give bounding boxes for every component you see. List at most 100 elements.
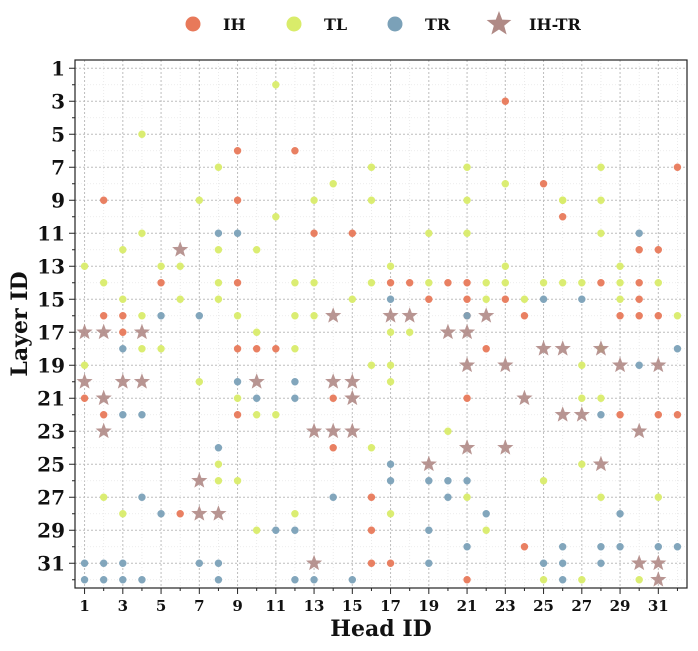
point-tl [463, 196, 471, 204]
point-tr [138, 576, 146, 584]
point-tl [272, 81, 280, 89]
point-ih [654, 246, 663, 254]
point-tr [673, 543, 682, 551]
y-tick-label: 5 [51, 122, 65, 146]
point-tr [119, 411, 127, 419]
point-ih-tr [401, 307, 418, 323]
point-tr [558, 576, 567, 584]
point-tl [233, 477, 242, 485]
point-tr [138, 411, 146, 419]
point-tr [329, 493, 337, 501]
point-ih [635, 279, 643, 287]
point-ih [99, 411, 108, 419]
point-tr [539, 559, 548, 567]
y-tick-label: 27 [37, 485, 65, 509]
point-tl [138, 229, 146, 237]
y-tick-label: 23 [37, 419, 65, 443]
point-tr [425, 477, 433, 485]
point-tl [597, 196, 605, 204]
point-tl [310, 312, 318, 320]
point-ih-tr [592, 340, 610, 356]
point-tl [367, 279, 376, 287]
point-tl [482, 279, 490, 287]
point-tr [214, 576, 223, 584]
point-tl [80, 361, 89, 369]
point-tl [291, 312, 299, 320]
plot-area [75, 60, 687, 588]
point-ih [157, 279, 165, 287]
point-tr [444, 493, 452, 501]
point-ih [367, 493, 376, 501]
point-ih-tr [133, 323, 151, 340]
point-ih-tr [210, 505, 227, 521]
point-tl [597, 394, 605, 402]
point-tr [539, 295, 548, 303]
legend-marker-tr [387, 16, 403, 32]
point-tl [272, 411, 280, 419]
x-tick-label: 27 [571, 597, 592, 615]
point-tl [80, 262, 89, 270]
point-tl [463, 163, 471, 171]
point-ih [119, 312, 127, 320]
point-tr [425, 526, 433, 534]
point-tr [386, 477, 395, 485]
y-tick-label: 25 [37, 452, 65, 476]
point-ih [635, 246, 643, 254]
y-tick-label: 9 [51, 188, 65, 212]
point-tl [138, 345, 146, 353]
point-tl [214, 163, 223, 171]
point-tl [463, 229, 471, 237]
point-ih [233, 411, 242, 419]
point-ih [482, 345, 490, 353]
point-tl [119, 295, 127, 303]
point-tr [482, 510, 490, 518]
point-ih-tr [95, 389, 112, 406]
point-ih-tr [458, 439, 476, 455]
point-tl [291, 279, 299, 287]
point-tl [252, 526, 261, 534]
point-ih [539, 180, 548, 188]
point-tl [386, 378, 395, 386]
point-ih [444, 279, 452, 287]
point-tr [233, 378, 242, 386]
legend-label-tl: TL [324, 15, 347, 34]
point-tl [463, 493, 471, 501]
point-tl [138, 130, 146, 138]
point-ih [233, 196, 242, 204]
point-ih-tr [554, 406, 571, 422]
point-ih [654, 312, 663, 320]
point-tl [597, 493, 605, 501]
point-tl [367, 196, 376, 204]
point-ih-tr [611, 356, 629, 373]
y-tick-label: 15 [37, 287, 65, 311]
y-tick-label: 13 [37, 254, 65, 278]
point-tr [195, 559, 204, 567]
point-tl [176, 262, 184, 270]
point-tl [386, 510, 395, 518]
point-tl [252, 328, 261, 336]
legend: IH TL TR IH-TR [185, 11, 582, 35]
point-tl [233, 394, 242, 402]
point-tl [252, 411, 261, 419]
point-ih-tr [458, 356, 476, 373]
point-tl [99, 493, 108, 501]
point-tr [214, 559, 223, 567]
point-tl [578, 361, 586, 369]
point-tl [214, 477, 223, 485]
point-tr [291, 378, 299, 386]
x-axis-title: Head ID [330, 616, 431, 642]
point-tl [214, 295, 223, 303]
x-tick-label: 21 [457, 597, 478, 615]
point-tr [597, 559, 605, 567]
point-tr [291, 526, 299, 534]
point-ih-tr [344, 422, 361, 439]
point-ih-tr [497, 356, 514, 373]
point-tl [99, 279, 108, 287]
point-ih [348, 229, 357, 237]
point-ih [272, 345, 280, 353]
point-tr [635, 361, 643, 369]
point-ih-tr [478, 307, 495, 323]
point-tl [558, 279, 567, 287]
point-tr [616, 510, 624, 518]
